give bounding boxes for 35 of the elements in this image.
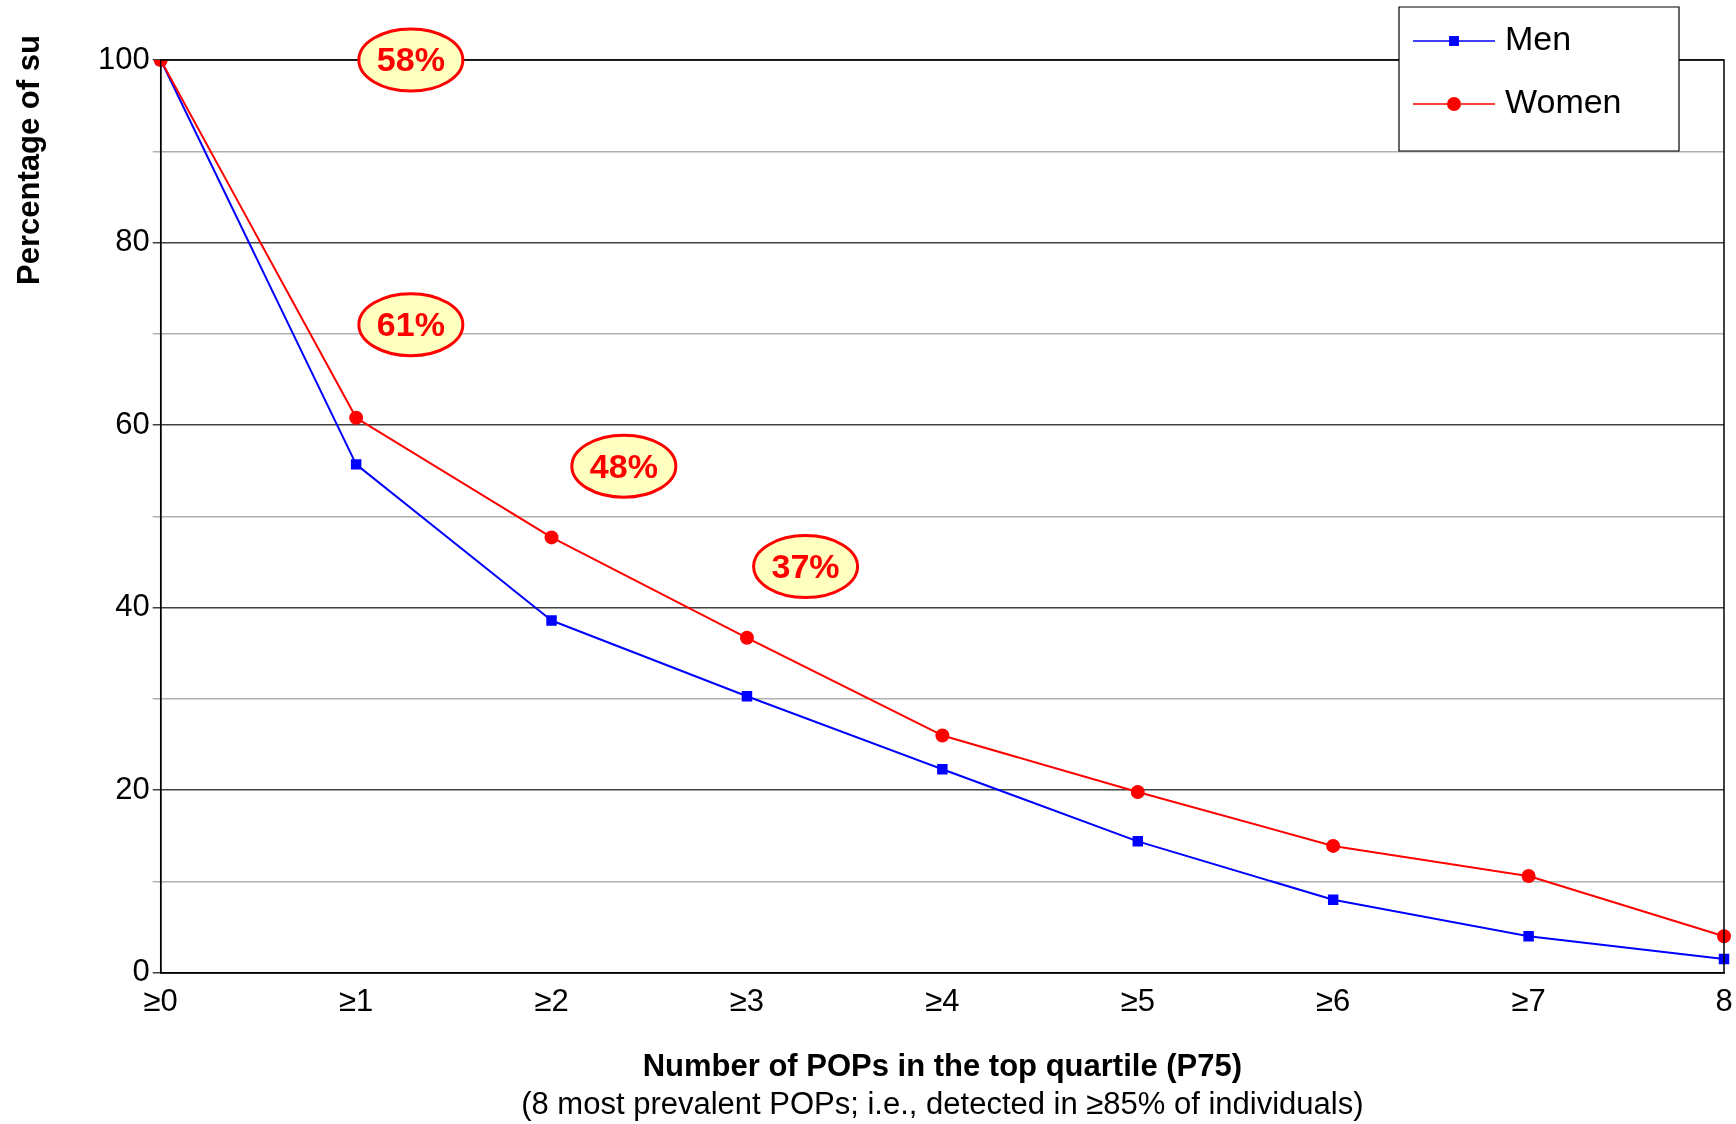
x-tick-label: ≥5 — [1120, 982, 1155, 1018]
point — [350, 459, 362, 470]
point — [741, 690, 753, 702]
annotation: 48% — [589, 446, 658, 485]
y-tick-label: 100 — [97, 40, 150, 76]
y-axis-title: Percentage of su — [10, 35, 46, 285]
annotation: 58% — [376, 40, 445, 79]
y-tick-label: 60 — [115, 405, 150, 441]
x-tick-label: ≥3 — [729, 982, 765, 1018]
point — [937, 764, 948, 775]
point — [544, 530, 559, 545]
point — [349, 410, 364, 425]
legend-label: Women — [1505, 82, 1622, 121]
point — [1523, 931, 1534, 942]
x-tick-label: ≥1 — [339, 982, 374, 1018]
point — [546, 615, 557, 626]
point — [1130, 785, 1145, 800]
point — [1327, 894, 1339, 906]
point — [935, 728, 950, 743]
annotation: 61% — [376, 305, 445, 344]
y-tick-label: 20 — [115, 770, 150, 806]
x-tick-label: ≥2 — [534, 982, 569, 1018]
point — [1132, 836, 1144, 847]
point — [1521, 869, 1536, 884]
x-axis-title: Number of POPs in the top quartile (P75) (8 most prevalent POPs; i.e., detected in ≥85% of individuals) — [521, 1047, 1364, 1121]
annotation: 37% — [771, 546, 840, 585]
x-tick-label: ≥6 — [1316, 982, 1351, 1018]
x-tick-label: 8 — [1715, 982, 1733, 1018]
point — [1326, 838, 1341, 853]
x-tick-label: ≥7 — [1511, 982, 1546, 1018]
y-tick-label: 40 — [115, 588, 150, 624]
point — [739, 630, 754, 645]
y-tick-label: 80 — [115, 223, 150, 259]
legend-label: Men — [1505, 19, 1572, 58]
x-tick-label: ≥4 — [925, 982, 960, 1018]
